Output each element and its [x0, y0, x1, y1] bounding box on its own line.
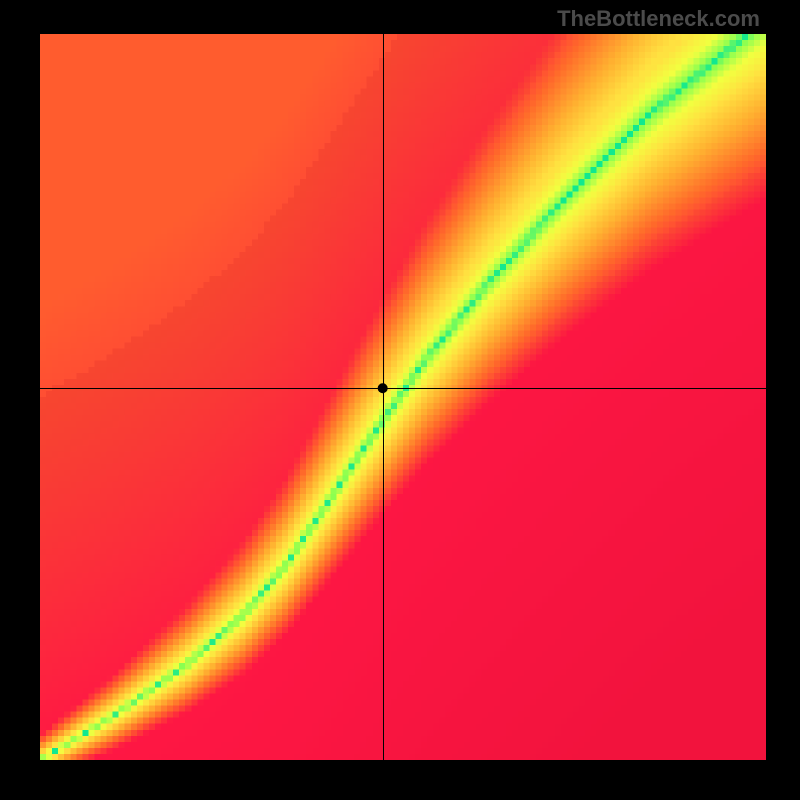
- overlay-canvas: [40, 34, 766, 760]
- watermark-label: TheBottleneck.com: [557, 6, 760, 32]
- plot-area: [40, 34, 766, 760]
- root: TheBottleneck.com: [0, 0, 800, 800]
